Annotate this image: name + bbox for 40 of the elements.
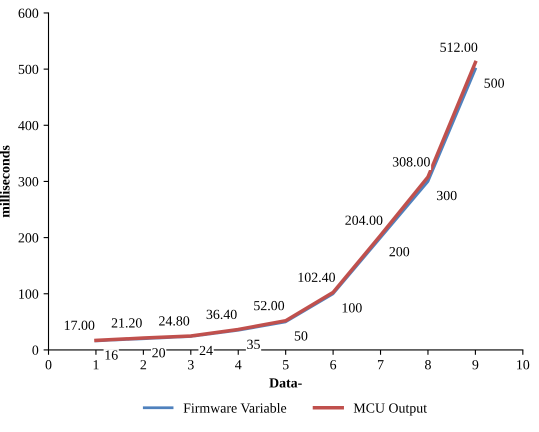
y-tick-label: 600 [18,8,38,18]
legend-label: Firmware Variable [184,402,286,413]
data-label: 35 [247,340,260,350]
x-tick-label: 0 [46,360,52,370]
y-tick-label: 400 [18,120,38,130]
data-label: 52.00 [254,300,284,310]
data-label: 500 [484,78,504,88]
data-label: 24.80 [159,316,190,326]
data-label: 308.00 [392,157,430,167]
data-label: 204.00 [345,216,382,225]
data-label: 24 [200,346,213,356]
data-label: 20 [152,348,166,358]
x-tick-label: 7 [378,360,384,370]
data-label: 100 [342,303,362,313]
x-tick-label: 6 [330,360,336,370]
y-tick-label: 300 [18,177,38,186]
data-label: 50 [294,331,308,341]
legend-label: MCU Output [354,403,427,416]
data-label: 300 [436,190,457,200]
data-label: 102.40 [298,272,336,282]
data-label: 200 [389,246,410,256]
data-label: 16 [105,350,118,360]
x-axis-title: Data- [269,378,302,388]
x-tick-label: 4 [235,360,242,370]
x-tick-label: 10 [517,360,530,370]
x-tick-label: 8 [425,360,431,370]
data-label: 17.00 [64,320,94,330]
y-tick-label: 500 [18,64,38,74]
x-tick-label: 3 [188,360,194,370]
data-label: 36.40 [206,310,237,320]
y-tick-label: 200 [18,233,38,243]
data-label: 21.20 [112,318,142,328]
x-tick-label: 1 [94,360,99,370]
x-tick-label: 9 [472,360,478,370]
x-tick-label: 5 [283,360,289,370]
x-tick-label: 2 [140,360,146,370]
data-label: 512.00 [440,42,478,52]
y-axis-title: milliseconds [0,146,10,218]
y-tick-label: 100 [19,289,38,299]
y-tick-label: 0 [32,346,38,355]
